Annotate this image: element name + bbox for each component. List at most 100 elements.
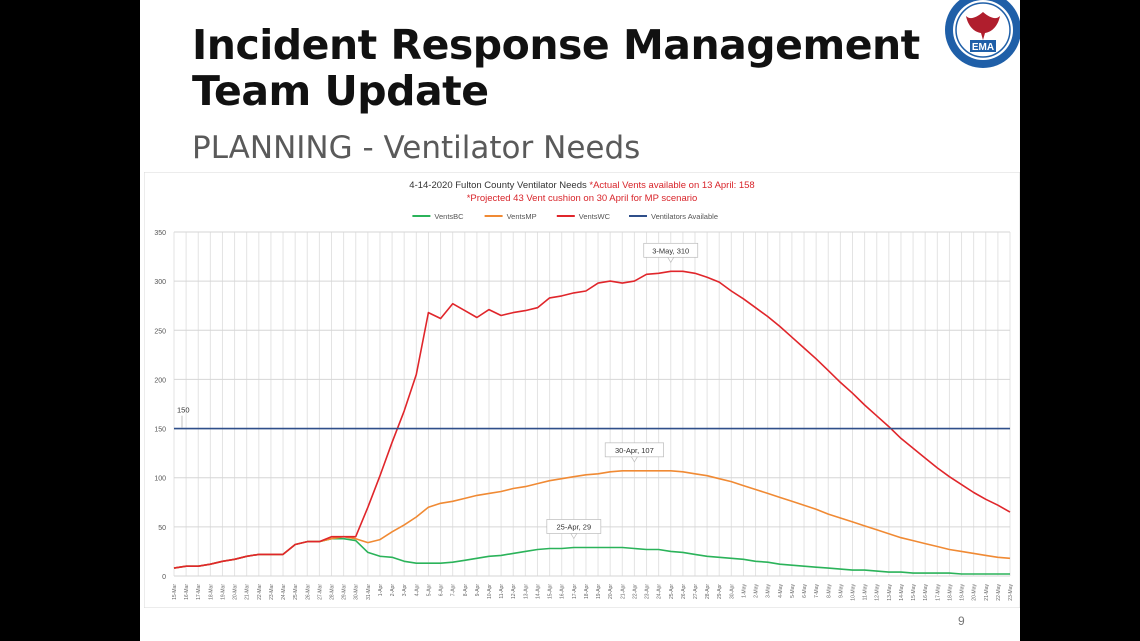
data-label-text: 150	[177, 406, 190, 415]
logo-text: EMA	[972, 42, 994, 53]
x-tick-label: 21-Apr	[620, 584, 626, 599]
data-label-text: 3-May, 310	[652, 246, 689, 255]
x-tick-label: 2-Apr	[390, 584, 396, 597]
x-tick-label: 12-May	[875, 584, 881, 601]
y-axis: 0 50 100 150 200 250 300 350	[154, 230, 166, 581]
data-label-text: 25-Apr, 29	[557, 522, 592, 531]
y-tick-label: 150	[154, 427, 166, 434]
x-tick-label: 25-Mar	[293, 584, 299, 600]
x-tick-label: 6-May	[802, 584, 808, 598]
legend-item: VentsMP	[484, 212, 537, 221]
legend-item: VentsWC	[556, 212, 611, 221]
x-tick-label: 6-Apr	[439, 584, 445, 597]
x-tick-label: 8-May	[826, 584, 832, 598]
y-tick-label: 350	[154, 230, 166, 237]
x-tick-label: 28-Mar	[330, 584, 336, 600]
slide-title: Incident Response Management Team Update	[192, 21, 920, 115]
x-tick-label: 30-Mar	[354, 584, 360, 600]
chart-series	[173, 270, 1011, 575]
legend-label: Ventilators Available	[651, 212, 718, 221]
x-tick-label: 18-Mar	[208, 584, 214, 600]
x-tick-label: 24-Apr	[657, 584, 663, 599]
data-label-pointer	[630, 456, 639, 463]
legend-label: VentsMP	[507, 212, 537, 221]
ema-logo: EMA	[945, 0, 1020, 68]
y-tick-label: 200	[154, 377, 166, 384]
x-tick-label: 8-Apr	[463, 584, 469, 597]
x-tick-label: 20-Mar	[233, 584, 239, 600]
x-tick-label: 16-Mar	[184, 584, 190, 600]
x-tick-label: 21-Mar	[245, 584, 251, 600]
x-tick-label: 13-May	[887, 584, 893, 601]
x-tick-label: 9-Apr	[475, 584, 481, 597]
x-tick-label: 27-Apr	[693, 584, 699, 599]
x-tick-label: 18-Apr	[584, 584, 590, 599]
x-tick-label: 19-Apr	[596, 584, 602, 599]
x-tick-label: 11-May	[863, 584, 869, 601]
data-label: 150	[177, 406, 190, 428]
x-tick-label: 23-Apr	[645, 584, 651, 599]
x-tick-label: 14-Apr	[535, 584, 541, 599]
chart-grid	[173, 231, 1011, 577]
x-tick-label: 17-Mar	[196, 584, 202, 600]
slide-subtitle: PLANNING - Ventilator Needs	[192, 130, 641, 166]
x-tick-label: 27-Mar	[317, 584, 323, 600]
legend-label: VentsWC	[579, 212, 611, 221]
chart-title-red: *Actual Vents available on 13 April: 158	[589, 180, 754, 191]
x-tick-label: 7-Apr	[451, 584, 457, 597]
x-tick-label: 28-Apr	[705, 584, 711, 599]
x-tick-label: 5-Apr	[426, 584, 432, 597]
x-tick-label: 13-Apr	[523, 584, 529, 599]
x-tick-label: 23-May	[1008, 584, 1014, 601]
y-tick-label: 50	[158, 525, 166, 532]
x-tick-label: 26-Mar	[305, 584, 311, 600]
x-tick-label: 15-Apr	[548, 584, 554, 599]
x-tick-label: 20-May	[972, 584, 978, 601]
x-tick-label: 4-Apr	[414, 584, 420, 597]
x-tick-label: 22-Apr	[632, 584, 638, 599]
x-tick-label: 23-Mar	[269, 584, 275, 600]
x-tick-label: 15-May	[911, 584, 917, 601]
x-tick-label: 3-May	[766, 584, 772, 598]
x-tick-label: 29-Apr	[717, 584, 723, 599]
chart-annotations: 3-May, 310 30-Apr, 107 25-Apr, 29 150	[177, 242, 699, 540]
x-tick-label: 16-May	[923, 584, 929, 601]
data-label-text: 30-Apr, 107	[615, 446, 654, 455]
x-tick-label: 22-May	[996, 584, 1002, 601]
x-tick-label: 15-Mar	[172, 584, 178, 600]
chart-title-black: 4-14-2020 Fulton County Ventilator Needs	[409, 180, 587, 191]
slide: Incident Response Management Team Update…	[140, 0, 1020, 641]
x-tick-label: 19-Mar	[220, 584, 226, 600]
x-tick-label: 10-May	[850, 584, 856, 601]
x-tick-label: 12-Apr	[511, 584, 517, 599]
x-tick-label: 2-May	[754, 584, 760, 598]
page-number: 9	[958, 614, 965, 628]
x-tick-label: 5-May	[790, 584, 796, 598]
data-label-pointer	[570, 533, 578, 540]
legend-item: Ventilators Available	[629, 212, 718, 221]
x-tick-label: 20-Apr	[608, 584, 614, 599]
x-tick-label: 18-May	[947, 584, 953, 601]
x-tick-label: 14-May	[899, 584, 905, 601]
x-tick-label: 3-Apr	[402, 584, 408, 597]
x-tick-label: 9-May	[838, 584, 844, 598]
data-label: 25-Apr, 29	[546, 519, 602, 540]
x-tick-label: 17-Apr	[572, 584, 578, 599]
x-axis: 15-Mar 16-Mar 17-Mar 18-Mar 19-Mar 20-Mar 21-M…	[172, 584, 1014, 601]
x-tick-label: 21-May	[984, 584, 990, 601]
x-tick-label: 1-May	[741, 584, 747, 598]
y-tick-label: 100	[154, 476, 166, 483]
data-label-pointer	[667, 256, 675, 263]
y-tick-label: 250	[154, 328, 166, 335]
legend-label: VentsBC	[434, 212, 464, 221]
x-tick-label: 22-Mar	[257, 584, 263, 600]
chart-legend: VentsBC VentsMP VentsWC Ventilators Availab…	[412, 212, 718, 221]
x-tick-label: 10-Apr	[487, 584, 493, 599]
ventilator-needs-chart: 4-14-2020 Fulton County Ventilator Needs…	[143, 171, 1020, 609]
legend-item: VentsBC	[412, 212, 464, 221]
x-tick-label: 4-May	[778, 584, 784, 598]
x-tick-label: 24-Mar	[281, 584, 287, 600]
x-tick-label: 19-May	[960, 584, 966, 601]
series-line-ventswc	[173, 270, 1011, 569]
x-tick-label: 26-Apr	[681, 584, 687, 599]
